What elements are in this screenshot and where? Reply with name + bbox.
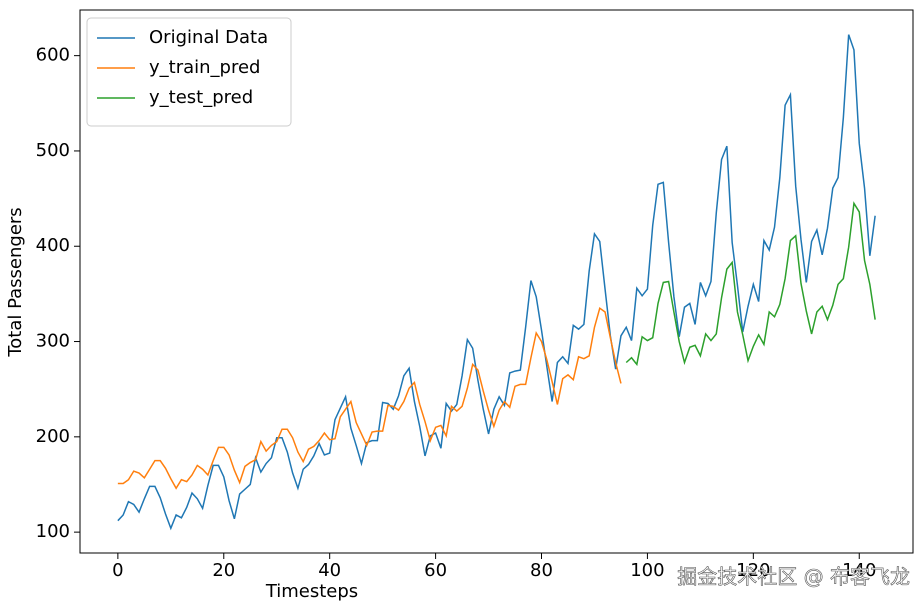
series-line	[625, 201, 876, 367]
x-tick-label: 80	[530, 560, 553, 581]
y-tick-label: 500	[36, 140, 70, 161]
series-line	[117, 34, 876, 531]
y-axis-label: Total Passengers	[5, 207, 26, 357]
x-tick-label: 40	[318, 560, 341, 581]
legend-label: y_train_pred	[149, 57, 260, 78]
x-axis-label: Timesteps	[265, 581, 358, 602]
x-tick-label: 100	[630, 560, 664, 581]
x-tick-label: 0	[112, 560, 123, 581]
x-tick-label: 20	[212, 560, 235, 581]
y-tick-label: 200	[36, 426, 70, 447]
legend-box	[86, 17, 292, 127]
y-tick-label: 600	[36, 45, 70, 66]
x-tick-label: 140	[842, 560, 876, 581]
watermark: 掘金技术社区 @ 布客飞龙	[677, 565, 910, 589]
y-tick-label: 300	[36, 331, 70, 352]
legend-label: y_test_pred	[149, 87, 253, 108]
legend-label: Original Data	[149, 27, 268, 48]
y-tick-label: 100	[36, 521, 70, 542]
plot-frame	[79, 9, 914, 554]
x-tick-label: 120	[736, 560, 770, 581]
series-line	[117, 306, 622, 490]
x-tick-label: 60	[424, 560, 447, 581]
y-tick-label: 400	[36, 235, 70, 256]
